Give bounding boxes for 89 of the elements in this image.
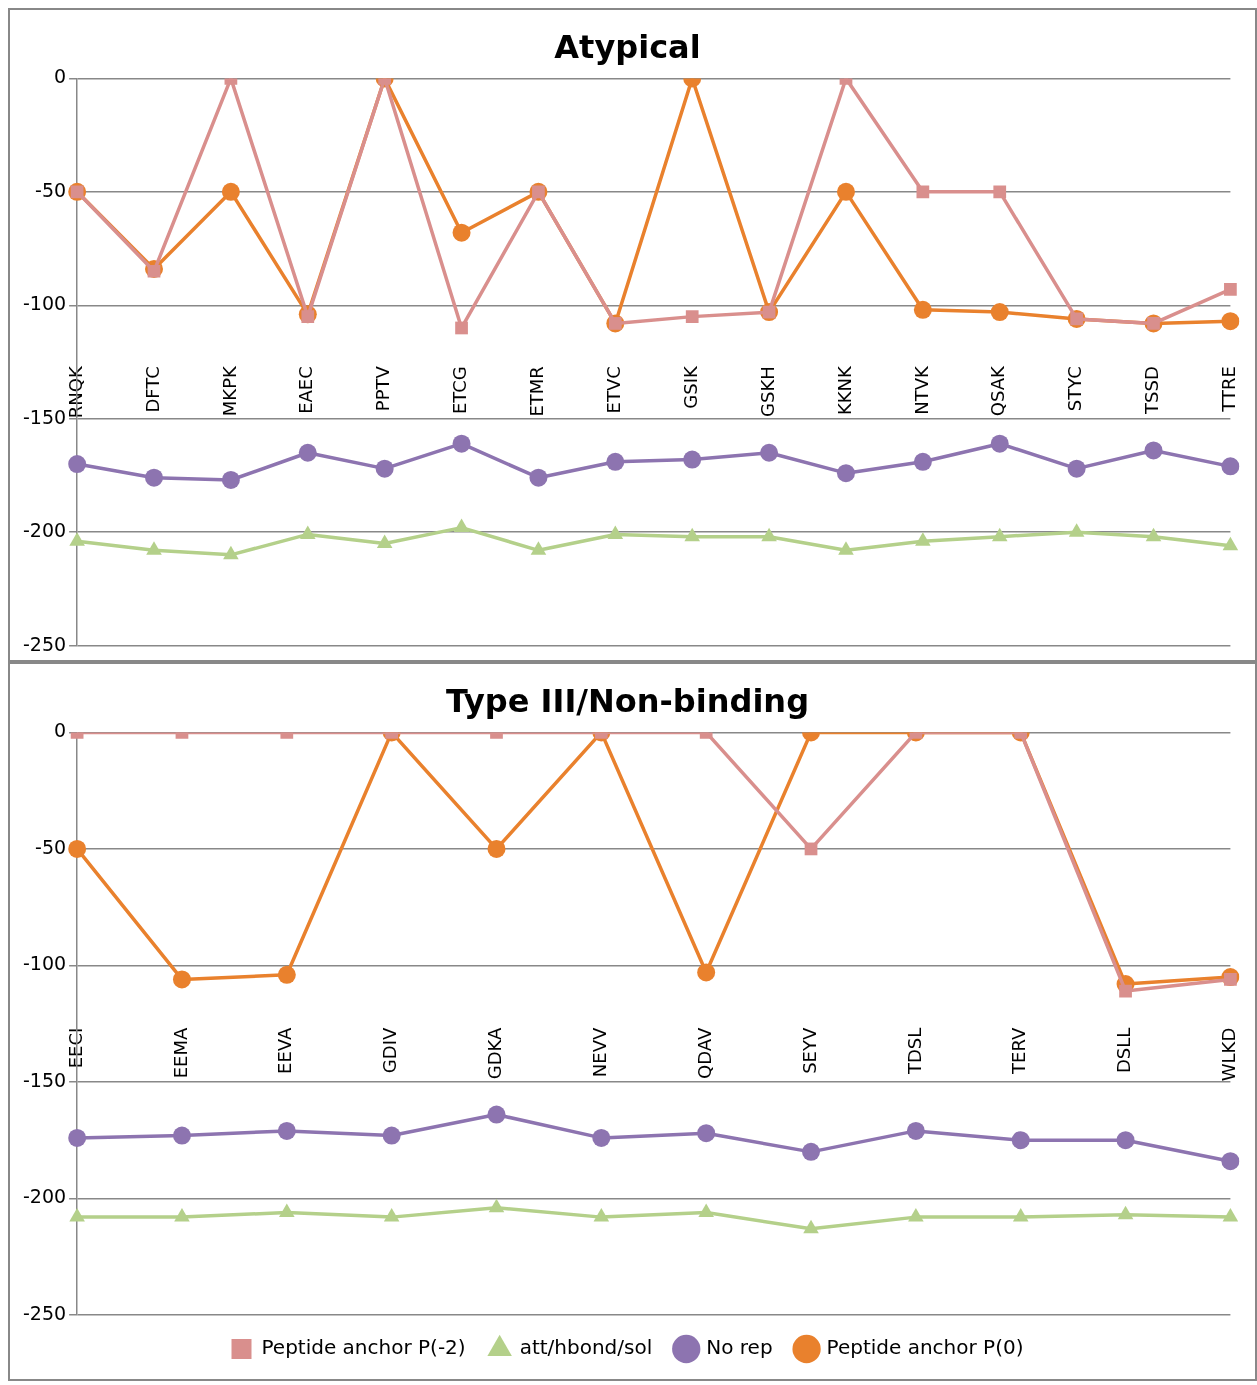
legend-label: No rep bbox=[706, 1335, 773, 1360]
x-tick-label: EEMA bbox=[169, 1027, 191, 1079]
point bbox=[298, 443, 317, 462]
point bbox=[452, 223, 471, 242]
point bbox=[913, 300, 932, 319]
point bbox=[838, 541, 854, 555]
point bbox=[760, 443, 779, 462]
legend-label: Peptide anchor P(-2) bbox=[261, 1335, 466, 1360]
point bbox=[1221, 457, 1240, 476]
point bbox=[145, 468, 164, 487]
point bbox=[683, 450, 702, 469]
point bbox=[607, 525, 624, 539]
point bbox=[299, 525, 316, 539]
point bbox=[916, 185, 930, 199]
x-tick-label: TTRE bbox=[1218, 366, 1240, 413]
point bbox=[913, 452, 932, 471]
x-tick-label: DSLL bbox=[1113, 1027, 1135, 1074]
y-tick-label: -150 bbox=[23, 405, 67, 428]
x-tick-label: STYC bbox=[1064, 366, 1086, 412]
point bbox=[453, 518, 470, 533]
point bbox=[221, 182, 240, 201]
point bbox=[530, 541, 547, 555]
point bbox=[455, 321, 468, 335]
x-tick-label: TERV bbox=[1008, 1027, 1030, 1075]
point bbox=[836, 182, 855, 201]
point bbox=[1144, 441, 1163, 460]
point bbox=[69, 532, 85, 546]
x-tick-label: GDIV bbox=[379, 1027, 401, 1074]
x-tick-label: DFTC bbox=[141, 366, 163, 413]
y-tick-label: -150 bbox=[23, 1068, 67, 1091]
point bbox=[375, 459, 394, 478]
x-tick-label: EAEC bbox=[295, 366, 317, 414]
x-tick-label: ETVC bbox=[602, 366, 624, 414]
y-tick-label: 0 bbox=[54, 719, 67, 742]
x-tick-label: SEYV bbox=[798, 1027, 820, 1074]
chart-title: Type III/Non-binding bbox=[445, 681, 810, 720]
y-tick-label: -250 bbox=[23, 632, 67, 655]
point bbox=[529, 468, 548, 487]
point bbox=[452, 434, 471, 453]
y-tick-label: -50 bbox=[35, 835, 67, 858]
x-tick-label: TDSL bbox=[903, 1027, 925, 1076]
point bbox=[1068, 523, 1085, 537]
x-tick-label: GSIK bbox=[679, 365, 701, 409]
point bbox=[221, 470, 240, 489]
y-tick-label: -50 bbox=[35, 178, 67, 201]
y-tick-label: -200 bbox=[23, 1185, 67, 1208]
y-tick-label: -100 bbox=[23, 952, 67, 975]
x-tick-label: QSAK bbox=[987, 365, 1009, 417]
point bbox=[685, 310, 699, 323]
x-tick-label: EEVA bbox=[274, 1027, 296, 1074]
point bbox=[146, 541, 162, 555]
point bbox=[761, 527, 777, 542]
x-tick-label: PPTV bbox=[372, 365, 394, 412]
point bbox=[993, 185, 1007, 199]
point bbox=[684, 527, 700, 542]
y-tick-label: -200 bbox=[23, 519, 67, 542]
legend-label: att/hbond/sol bbox=[519, 1335, 653, 1360]
x-tick-label: ETCG bbox=[449, 366, 471, 415]
point bbox=[68, 455, 87, 474]
point bbox=[1145, 527, 1162, 542]
point bbox=[1222, 536, 1239, 551]
point bbox=[147, 264, 161, 278]
x-tick-label: NEVV bbox=[589, 1027, 611, 1078]
x-tick-label: ETMR bbox=[526, 366, 548, 417]
y-tick-label: -100 bbox=[23, 292, 67, 315]
point bbox=[376, 534, 393, 548]
point bbox=[223, 545, 239, 560]
x-tick-label: GDKA bbox=[484, 1027, 506, 1080]
point bbox=[990, 303, 1009, 322]
point bbox=[1221, 312, 1240, 331]
point bbox=[915, 532, 931, 546]
y-tick-label: 0 bbox=[54, 65, 67, 88]
legend-label: Peptide anchor P(0) bbox=[826, 1335, 1024, 1360]
x-tick-label: MKPK bbox=[218, 365, 240, 417]
x-tick-label: WLKD bbox=[1218, 1027, 1240, 1082]
point bbox=[1067, 459, 1086, 478]
y-tick-label: -250 bbox=[23, 1301, 67, 1324]
chart-title: Atypical bbox=[554, 27, 701, 66]
point bbox=[1224, 283, 1237, 296]
point bbox=[990, 434, 1009, 453]
point bbox=[606, 452, 625, 471]
x-tick-label: TSSD bbox=[1141, 366, 1163, 415]
point bbox=[836, 464, 855, 483]
x-tick-label: GSKH bbox=[756, 366, 778, 417]
point bbox=[991, 527, 1008, 542]
x-tick-label: EECI bbox=[64, 1027, 86, 1069]
x-tick-label: NTVK bbox=[910, 365, 932, 415]
x-tick-label: QDAV bbox=[693, 1027, 715, 1079]
x-tick-label: KKNK bbox=[833, 365, 855, 416]
